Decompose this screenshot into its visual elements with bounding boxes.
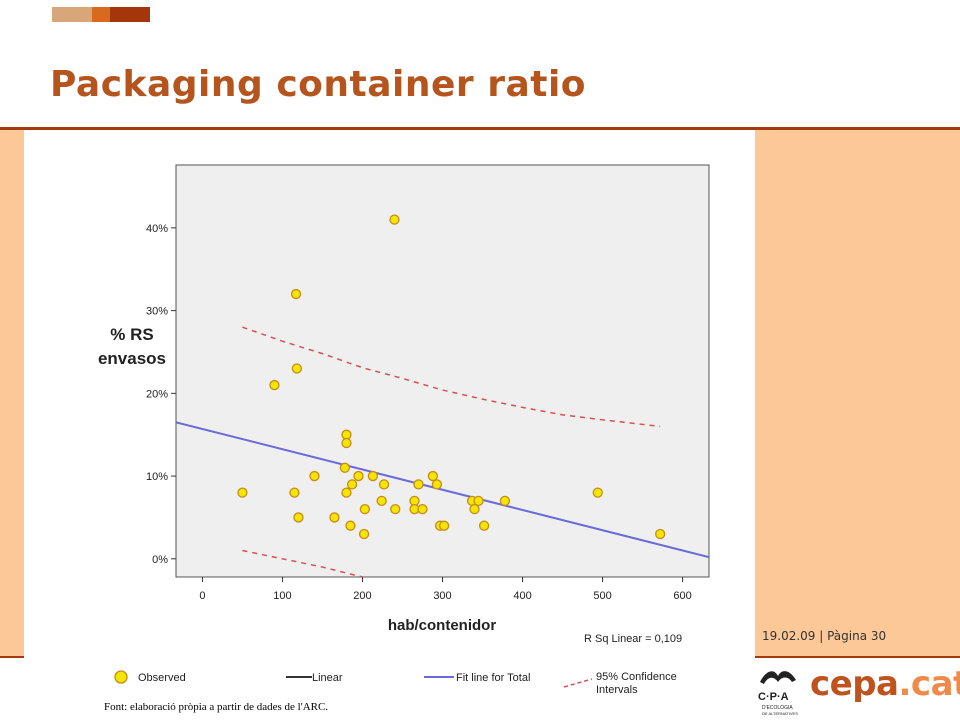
- plot-area: [175, 164, 710, 578]
- slide-title: Packaging container ratio: [50, 64, 587, 105]
- data-point: [309, 470, 320, 482]
- data-point: [431, 479, 443, 490]
- x-tick-label: 500: [593, 590, 611, 602]
- data-point: [417, 504, 428, 515]
- cepa-cat-logo[interactable]: cepa.cat: [810, 664, 960, 704]
- scatter-chart: 0% 10% 20% 30% 40% 0 100 200 300 400 500 600 % RS env…: [98, 164, 710, 696]
- data-point: [427, 470, 439, 482]
- data-point: [359, 504, 371, 515]
- legend-label-linear: Linear: [312, 672, 343, 684]
- x-tick-label: 600: [673, 590, 691, 602]
- legend-marker-observed: [114, 670, 128, 684]
- data-point: [339, 462, 351, 473]
- x-tick-label: 0: [199, 590, 205, 602]
- data-point: [353, 470, 364, 482]
- ci-upper-line: [242, 326, 661, 428]
- data-point: [376, 495, 387, 507]
- data-point: [291, 363, 302, 374]
- right-side-panel: [755, 130, 960, 658]
- data-point: [378, 479, 390, 490]
- footer-divider-left: [0, 656, 24, 658]
- legend-label-ci: 95% Confidence: [596, 671, 677, 683]
- x-axis-title: hab/contenidor: [388, 617, 496, 634]
- y-axis-title: envasos: [98, 349, 166, 368]
- source-note: Font: elaboració pròpia a partir de dade…: [104, 701, 329, 713]
- data-point: [329, 512, 340, 523]
- title-divider: [0, 127, 960, 130]
- data-point: [473, 495, 484, 507]
- data-point: [389, 214, 400, 225]
- footer-divider: [755, 656, 960, 658]
- legend-label-observed: Observed: [138, 672, 186, 684]
- y-tick-label: 30%: [146, 306, 168, 318]
- y-tick-label: 40%: [146, 223, 168, 235]
- data-point: [390, 504, 401, 515]
- fit-line: [176, 421, 709, 559]
- y-tick-label: 0%: [152, 554, 168, 566]
- header-accent-bar-orange: [92, 7, 110, 22]
- data-point: [655, 528, 666, 540]
- data-point: [293, 512, 304, 523]
- x-tick-label: 200: [353, 590, 371, 602]
- legend-label-fit: Fit line for Total: [456, 672, 530, 684]
- left-side-panel: [0, 130, 24, 658]
- data-point: [478, 520, 490, 531]
- data-point: [346, 479, 358, 490]
- x-tick-label: 100: [273, 590, 291, 602]
- ci-lower-line: [242, 549, 363, 577]
- header-accent-bar-light: [52, 7, 92, 22]
- y-tick-label: 10%: [146, 471, 168, 483]
- y-axis-title: % RS: [110, 325, 153, 344]
- legend-label-ci: Intervals: [596, 684, 638, 696]
- data-point: [592, 487, 603, 498]
- data-point: [289, 487, 300, 498]
- data-point: [341, 487, 352, 498]
- data-point: [345, 520, 356, 531]
- data-point: [469, 504, 480, 515]
- data-point: [341, 437, 352, 449]
- emblem-sub1: D'ECOLOGIA: [762, 705, 793, 711]
- data-point: [499, 495, 511, 507]
- data-point: [367, 470, 379, 482]
- data-point: [413, 479, 424, 490]
- r-squared-annotation: R Sq Linear = 0,109: [584, 633, 682, 645]
- emblem-text: C·P·A: [758, 691, 789, 703]
- legend-line-ci: [563, 678, 593, 688]
- data-point: [290, 288, 302, 300]
- data-point: [438, 520, 450, 531]
- data-point: [269, 379, 280, 391]
- logo-main-text: cepa: [810, 664, 899, 704]
- cepa-emblem-logo: C·P·A D'ECOLOGIA DE ALTERNATIVES: [758, 671, 798, 716]
- data-point: [237, 487, 248, 498]
- data-point: [358, 528, 370, 540]
- footer-date-page: 19.02.09 | Pàgina 30: [762, 629, 887, 643]
- x-tick-label: 300: [433, 590, 451, 602]
- y-tick-label: 20%: [146, 388, 168, 400]
- logo-domain-text: .cat: [898, 664, 960, 704]
- emblem-sub2: DE ALTERNATIVES: [762, 711, 798, 716]
- chart-panel: 0% 10% 20% 30% 40% 0 100 200 300 400 500 600 % RS env…: [24, 130, 755, 720]
- x-tick-label: 400: [513, 590, 531, 602]
- header-accent-bar-dark: [110, 7, 150, 22]
